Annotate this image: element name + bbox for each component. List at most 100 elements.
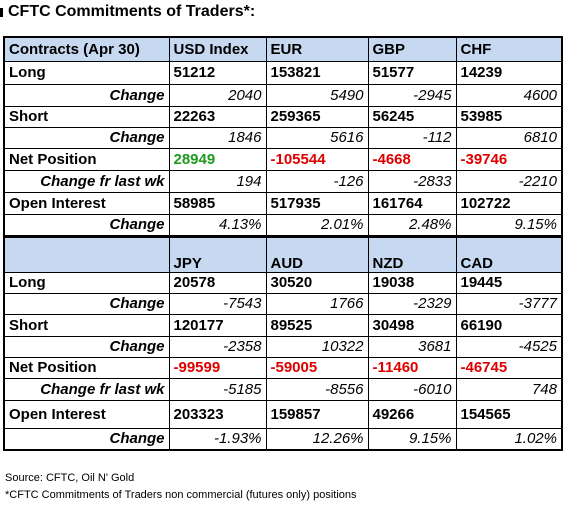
header-cell: USD Index xyxy=(168,36,267,62)
cell: 748 xyxy=(455,377,563,401)
cell: -6010 xyxy=(367,377,457,401)
row-label: Change xyxy=(3,83,170,107)
cell: 2040 xyxy=(168,83,267,107)
cell: -1.93% xyxy=(168,427,267,451)
cell: 259365 xyxy=(265,105,369,128)
row-label: Short xyxy=(3,105,170,128)
header-cell: CHF xyxy=(455,36,563,62)
table-row: Change -7543 1766 -2329 -3777 xyxy=(3,292,563,315)
cell: -2833 xyxy=(367,169,457,193)
cell: -105544 xyxy=(265,147,369,171)
cell: 20578 xyxy=(168,271,267,294)
cot-table: Contracts (Apr 30) USD Index EUR GBP CHF Long… xyxy=(3,36,563,451)
table-row: Long 51212 153821 51577 14239 xyxy=(3,60,563,85)
row-label: Change fr last wk xyxy=(3,169,170,193)
header-cell: JPY xyxy=(168,234,267,273)
cell: 159857 xyxy=(265,399,369,429)
row-label: Change xyxy=(3,427,170,451)
cell: 2.01% xyxy=(265,213,369,237)
cell: 5616 xyxy=(265,126,369,149)
cell: 49266 xyxy=(367,399,457,429)
table-row: Short 120177 89525 30498 66190 xyxy=(3,313,563,337)
table-row: Short 22263 259365 56245 53985 xyxy=(3,105,563,128)
header-cell: Contracts (Apr 30) xyxy=(3,36,170,62)
cell: 2.48% xyxy=(367,213,457,237)
row-label: Net Position xyxy=(3,356,170,379)
cell: 4600 xyxy=(455,83,563,107)
cell: 1766 xyxy=(265,292,369,315)
table-row: Net Position 28949 -105544 -4668 -39746 xyxy=(3,147,563,171)
cell: 5490 xyxy=(265,83,369,107)
cell: 89525 xyxy=(265,313,369,337)
cell: 203323 xyxy=(168,399,267,429)
row-label: Net Position xyxy=(3,147,170,171)
cell: -59005 xyxy=(265,356,369,379)
header-row: JPY AUD NZD CAD xyxy=(3,234,563,273)
cell: 9.15% xyxy=(367,427,457,451)
table-row: Net Position -99599 -59005 -11460 -46745 xyxy=(3,356,563,379)
cell: 4.13% xyxy=(168,213,267,237)
cell: -2329 xyxy=(367,292,457,315)
cell: 14239 xyxy=(455,60,563,85)
cell: 19445 xyxy=(455,271,563,294)
row-label: Open Interest xyxy=(3,399,170,429)
cell: 19038 xyxy=(367,271,457,294)
cell: -3777 xyxy=(455,292,563,315)
table-row: Change fr last wk -5185 -8556 -6010 748 xyxy=(3,377,563,401)
cell: 120177 xyxy=(168,313,267,337)
header-cell: GBP xyxy=(367,36,457,62)
footnote: *CFTC Commitments of Traders non commerc… xyxy=(5,489,357,501)
cell: -2358 xyxy=(168,335,267,358)
cell: -126 xyxy=(265,169,369,193)
cell: 30520 xyxy=(265,271,369,294)
row-label: Change xyxy=(3,126,170,149)
cell: 30498 xyxy=(367,313,457,337)
cell: 22263 xyxy=(168,105,267,128)
cell: -11460 xyxy=(367,356,457,379)
header-cell xyxy=(3,234,170,273)
row-label: Open Interest xyxy=(3,191,170,215)
cell: -99599 xyxy=(168,356,267,379)
table-row: Open Interest 203323 159857 49266 154565 xyxy=(3,399,563,429)
cell: -8556 xyxy=(265,377,369,401)
cell: -39746 xyxy=(455,147,563,171)
cell: -2945 xyxy=(367,83,457,107)
cell: -112 xyxy=(367,126,457,149)
row-label: Change xyxy=(3,213,170,237)
cell: 3681 xyxy=(367,335,457,358)
cell: 56245 xyxy=(367,105,457,128)
cell: 6810 xyxy=(455,126,563,149)
cell: 51212 xyxy=(168,60,267,85)
table-row: Change fr last wk 194 -126 -2833 -2210 xyxy=(3,169,563,193)
table-row: Open Interest 58985 517935 161764 102722 xyxy=(3,191,563,215)
table-row: Change 2040 5490 -2945 4600 xyxy=(3,83,563,107)
table-row: Change -2358 10322 3681 -4525 xyxy=(3,335,563,358)
cell: 517935 xyxy=(265,191,369,215)
row-label: Long xyxy=(3,60,170,85)
cell: 161764 xyxy=(367,191,457,215)
cell: 9.15% xyxy=(455,213,563,237)
cell: 66190 xyxy=(455,313,563,337)
header-cell: AUD xyxy=(265,234,369,273)
cell: -7543 xyxy=(168,292,267,315)
row-label: Long xyxy=(3,271,170,294)
cell: 1.02% xyxy=(455,427,563,451)
header-cell: CAD xyxy=(455,234,563,273)
cell: 58985 xyxy=(168,191,267,215)
cell: 1846 xyxy=(168,126,267,149)
cell: 154565 xyxy=(455,399,563,429)
cell: -4668 xyxy=(367,147,457,171)
bullet xyxy=(0,8,3,17)
header-row: Contracts (Apr 30) USD Index EUR GBP CHF xyxy=(3,36,563,62)
header-cell: NZD xyxy=(367,234,457,273)
row-label: Change fr last wk xyxy=(3,377,170,401)
cell: 10322 xyxy=(265,335,369,358)
cell: 153821 xyxy=(265,60,369,85)
cell: 28949 xyxy=(168,147,267,171)
cell: 194 xyxy=(168,169,267,193)
cell: -4525 xyxy=(455,335,563,358)
cell: 53985 xyxy=(455,105,563,128)
cell: 51577 xyxy=(367,60,457,85)
header-cell: EUR xyxy=(265,36,369,62)
